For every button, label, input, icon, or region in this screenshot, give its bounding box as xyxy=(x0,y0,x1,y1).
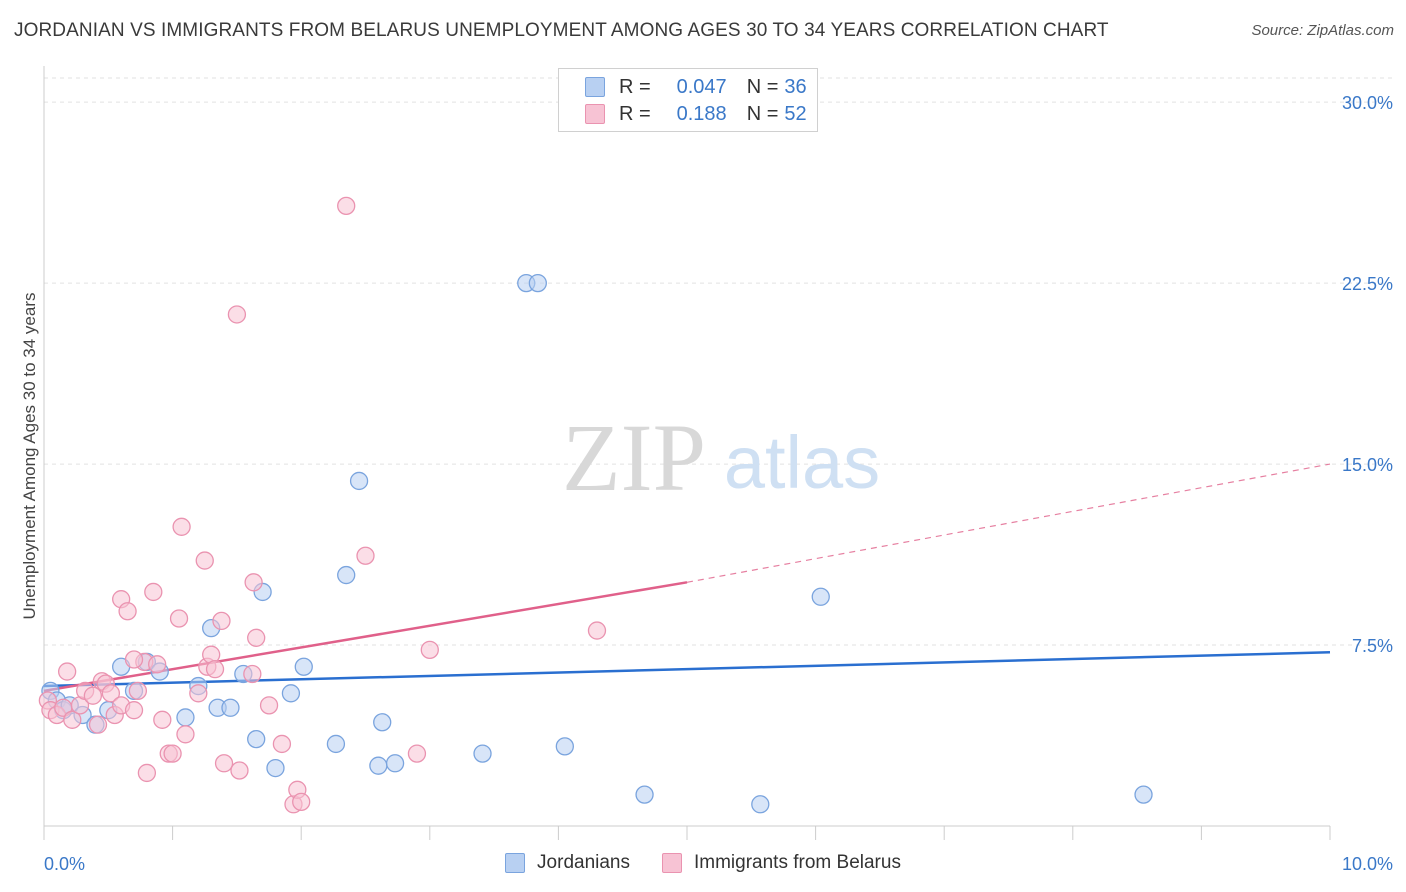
x-tick-label: 0.0% xyxy=(44,854,85,874)
point-belarus xyxy=(118,602,137,621)
point-belarus xyxy=(407,744,427,763)
point-jordanians xyxy=(373,713,392,732)
point-belarus xyxy=(195,551,214,570)
point-belarus xyxy=(176,725,195,744)
data-points xyxy=(38,196,1153,814)
y-tick-label: 30.0% xyxy=(1342,93,1393,113)
legend-n-label: N = xyxy=(746,102,779,125)
point-belarus xyxy=(83,686,103,705)
point-jordanians xyxy=(635,785,654,804)
point-belarus xyxy=(124,701,144,720)
point-belarus xyxy=(128,681,148,701)
point-belarus xyxy=(420,640,439,660)
point-belarus xyxy=(247,628,266,647)
legend-item-belarus: Immigrants from Belarus xyxy=(662,852,901,874)
point-belarus xyxy=(63,710,82,729)
point-jordanians xyxy=(811,587,830,606)
series-legend: Jordanians Immigrants from Belarus xyxy=(0,852,1406,874)
point-belarus xyxy=(244,573,263,592)
legend-n-label: N = xyxy=(746,75,779,98)
point-belarus xyxy=(230,761,249,780)
point-jordanians xyxy=(751,795,770,814)
point-jordanians xyxy=(385,754,405,773)
point-belarus xyxy=(124,650,144,669)
legend-row-jordanians: R = 0.047 N = 36 xyxy=(585,74,807,100)
legend-swatch-blue xyxy=(585,77,605,97)
legend-r-label: R = xyxy=(619,75,651,98)
point-belarus xyxy=(227,305,247,324)
point-jordanians xyxy=(473,744,492,763)
point-belarus xyxy=(101,684,121,703)
tick-labels: 7.5% 15.0% 22.5% 30.0% 0.0% 10.0% xyxy=(44,93,1393,874)
point-belarus xyxy=(214,754,234,773)
y-axis-label: Unemployment Among Ages 30 to 34 years xyxy=(20,292,39,620)
point-belarus xyxy=(189,684,208,703)
legend-label-belarus: Immigrants from Belarus xyxy=(694,852,901,873)
legend-swatch-pink xyxy=(585,104,605,124)
point-belarus xyxy=(292,792,311,812)
watermark-atlas: atlas xyxy=(724,421,880,504)
point-jordanians xyxy=(281,684,301,703)
legend-row-belarus: R = 0.188 N = 52 xyxy=(585,101,807,127)
point-belarus xyxy=(356,546,375,565)
point-belarus xyxy=(337,196,356,216)
point-belarus xyxy=(169,609,189,628)
point-jordanians xyxy=(349,471,369,491)
point-belarus xyxy=(163,744,182,763)
legend-n-value: 52 xyxy=(784,102,807,125)
grid xyxy=(44,77,1392,646)
point-jordanians xyxy=(326,734,346,754)
point-belarus xyxy=(144,582,163,602)
point-belarus xyxy=(272,734,292,754)
trendline-belarus-extrapolated xyxy=(686,463,1331,583)
point-jordanians xyxy=(337,565,356,585)
point-jordanians xyxy=(266,758,285,778)
point-belarus xyxy=(259,696,279,715)
point-belarus xyxy=(57,662,77,681)
chart-title: JORDANIAN VS IMMIGRANTS FROM BELARUS UNE… xyxy=(14,20,1109,41)
legend-item-jordanians: Jordanians xyxy=(505,852,630,874)
point-belarus xyxy=(88,715,108,734)
correlation-legend: R = 0.047 N = 36 R = 0.188 N = 52 xyxy=(558,68,818,132)
x-tick-label: 10.0% xyxy=(1342,854,1393,874)
point-jordanians xyxy=(294,657,313,676)
point-belarus xyxy=(587,621,607,640)
point-jordanians xyxy=(247,729,266,749)
point-jordanians xyxy=(369,756,388,775)
point-jordanians xyxy=(176,708,195,727)
point-belarus xyxy=(212,611,231,631)
watermark-zip: ZIP xyxy=(562,404,706,511)
point-belarus xyxy=(153,710,172,729)
y-tick-label: 15.0% xyxy=(1342,455,1393,475)
point-jordanians xyxy=(528,273,547,293)
y-tick-label: 7.5% xyxy=(1352,636,1393,656)
point-belarus xyxy=(205,660,225,679)
legend-n-value: 36 xyxy=(784,75,807,98)
point-belarus xyxy=(137,763,157,783)
point-jordanians xyxy=(555,737,574,756)
legend-r-label: R = xyxy=(619,102,651,125)
point-belarus xyxy=(148,655,167,674)
point-jordanians xyxy=(1134,785,1153,804)
point-belarus xyxy=(243,664,262,684)
legend-swatch-blue xyxy=(505,853,526,873)
legend-r-value: 0.188 xyxy=(676,102,727,125)
source-label: Source: ZipAtlas.com xyxy=(1251,22,1394,39)
legend-label-jordanians: Jordanians xyxy=(537,852,630,873)
point-belarus xyxy=(172,517,191,536)
legend-r-value: 0.047 xyxy=(676,75,727,98)
watermark: ZIP atlas xyxy=(562,404,880,511)
y-tick-label: 22.5% xyxy=(1342,274,1393,294)
legend-swatch-pink xyxy=(662,853,682,873)
point-jordanians xyxy=(221,698,240,717)
